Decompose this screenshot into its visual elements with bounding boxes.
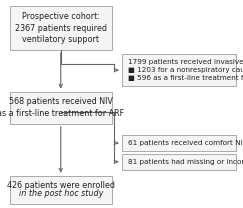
Text: Prospective cohort:
2367 patients required
ventilatory support: Prospective cohort: 2367 patients requir… — [15, 12, 107, 44]
Bar — [122, 154, 236, 170]
Text: 61 patients received comfort NIV: 61 patients received comfort NIV — [128, 140, 243, 146]
Bar — [10, 92, 112, 124]
Text: 1799 patients received invasive MV
■ 1203 for a nonrespiratory cause
■ 596 as a : 1799 patients received invasive MV ■ 120… — [128, 59, 243, 81]
Bar — [10, 176, 112, 204]
Text: 426 patients were enrolled: 426 patients were enrolled — [7, 181, 115, 190]
Bar — [10, 6, 112, 50]
Text: 568 patients received NIV
as a first-line treatment for ARF: 568 patients received NIV as a first-lin… — [0, 97, 124, 118]
Bar — [122, 54, 236, 86]
Text: in the post hoc study: in the post hoc study — [18, 189, 103, 198]
Text: 81 patients had missing or incomplete data: 81 patients had missing or incomplete da… — [128, 159, 243, 165]
Bar — [122, 135, 236, 151]
